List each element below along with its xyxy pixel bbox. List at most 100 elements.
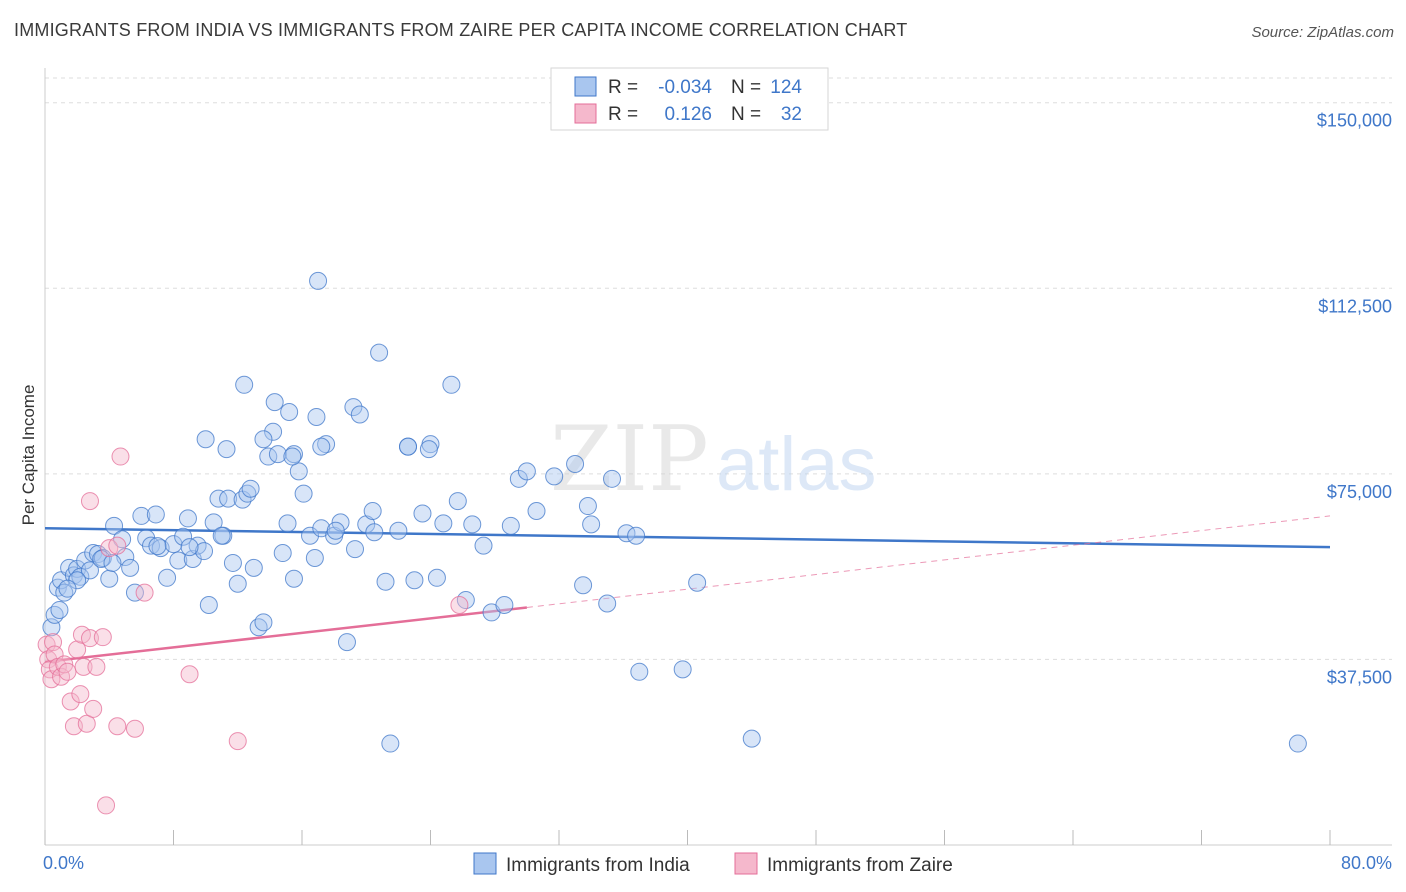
- point-india-95: [309, 271, 328, 290]
- point-india-88: [603, 469, 622, 488]
- point-india-8: [71, 567, 90, 586]
- trend-line-india: [44, 527, 1331, 549]
- point-india-63: [363, 501, 382, 520]
- point-india-85: [574, 576, 593, 595]
- point-india-87: [582, 515, 601, 534]
- point-india-18: [121, 558, 140, 577]
- trend-line-zaire: [44, 606, 528, 664]
- point-india-122: [365, 523, 384, 542]
- x-tick-labels: 0.0% 80.0%: [43, 853, 1392, 873]
- point-india-51: [289, 462, 308, 481]
- point-india-93: [673, 660, 692, 679]
- point-india-119: [1288, 734, 1307, 753]
- point-india-99: [280, 403, 299, 422]
- point-india-120: [326, 521, 345, 540]
- point-india-15: [105, 516, 124, 535]
- point-india-13: [93, 548, 112, 567]
- point-india-73: [442, 375, 461, 394]
- point-zaire-29: [80, 492, 99, 511]
- point-india-64: [370, 343, 389, 362]
- point-zaire-30: [97, 796, 116, 815]
- legend-r-value-india: -0.034: [658, 77, 712, 98]
- point-india-83: [545, 467, 564, 486]
- point-india-27: [169, 551, 188, 570]
- point-zaire-15: [74, 657, 93, 676]
- point-zaire-9: [58, 662, 77, 681]
- bottom-legend: Immigrants from India Immigrants from Za…: [473, 852, 953, 876]
- point-india-54: [305, 548, 324, 567]
- legend-swatch-zaire: [574, 103, 597, 124]
- point-india-72: [434, 514, 453, 533]
- point-india-60: [344, 398, 363, 417]
- point-zaire-18: [84, 699, 103, 718]
- point-india-106: [419, 440, 438, 459]
- point-india-34: [204, 513, 223, 532]
- point-zaire-24: [125, 719, 144, 738]
- bottom-legend-swatch-zaire: [734, 852, 758, 875]
- point-zaire-23: [111, 447, 130, 466]
- point-india-19: [125, 583, 144, 602]
- point-india-71: [427, 568, 446, 587]
- point-india-107: [283, 447, 302, 466]
- point-india-38: [223, 553, 242, 572]
- y-tick-label-0: $37,500: [1327, 667, 1392, 687]
- point-india-111: [180, 538, 199, 557]
- legend-n-value-zaire: 32: [781, 104, 802, 125]
- point-india-94: [688, 573, 707, 592]
- legend-r-value-zaire: 0.126: [664, 104, 712, 125]
- point-india-32: [195, 542, 214, 561]
- point-india-104: [217, 440, 236, 459]
- point-india-84: [566, 454, 585, 473]
- watermark-atlas: atlas: [716, 422, 877, 507]
- legend-swatch-india: [574, 76, 597, 97]
- point-zaire-10: [61, 692, 80, 711]
- point-india-110: [212, 526, 231, 545]
- point-india-103: [196, 430, 215, 449]
- y-tick-labels: $37,500 $75,000 $112,500 $150,000: [1317, 111, 1392, 688]
- point-india-79: [501, 516, 520, 535]
- point-india-105: [399, 437, 418, 456]
- point-india-48: [273, 544, 292, 563]
- point-india-58: [331, 513, 350, 532]
- legend-r-label-zaire: R =: [608, 104, 638, 125]
- point-zaire-20: [93, 628, 112, 647]
- y-axis-label: Per Capita Income: [19, 385, 38, 526]
- point-zaire-27: [228, 732, 247, 751]
- point-india-121: [463, 515, 482, 534]
- point-india-44: [254, 613, 273, 632]
- point-india-68: [405, 571, 424, 590]
- point-india-14: [100, 569, 119, 588]
- point-india-46: [264, 422, 283, 441]
- point-india-66: [389, 521, 408, 540]
- y-tick-label-1: $75,000: [1327, 482, 1392, 502]
- point-india-69: [413, 504, 432, 523]
- watermark-zip: ZIP: [550, 407, 709, 512]
- point-india-52: [294, 484, 313, 503]
- legend-r-label-india: R =: [608, 77, 638, 98]
- axes: [44, 68, 1392, 846]
- point-india-81: [517, 462, 536, 481]
- point-india-89: [598, 594, 617, 613]
- points-india: [42, 271, 1307, 753]
- y-tick-label-3: $150,000: [1317, 111, 1392, 131]
- point-zaire-12: [68, 640, 87, 659]
- point-zaire-19: [87, 657, 106, 676]
- point-india-35: [209, 489, 228, 508]
- point-india-123: [346, 540, 365, 559]
- point-india-37: [219, 489, 238, 508]
- point-india-43: [249, 618, 268, 637]
- point-india-118: [742, 729, 761, 748]
- point-india-42: [244, 558, 263, 577]
- bottom-legend-label-zaire: Immigrants from Zaire: [767, 855, 953, 876]
- point-india-116: [58, 579, 77, 598]
- point-india-78: [495, 596, 514, 615]
- x-tick-label-1: 80.0%: [1341, 853, 1392, 873]
- point-zaire-26: [180, 665, 199, 684]
- point-india-33: [199, 596, 218, 615]
- legend-n-value-india: 124: [770, 77, 802, 98]
- point-india-29: [178, 509, 197, 528]
- point-india-56: [317, 435, 336, 454]
- point-india-108: [312, 437, 331, 456]
- point-india-41: [238, 484, 257, 503]
